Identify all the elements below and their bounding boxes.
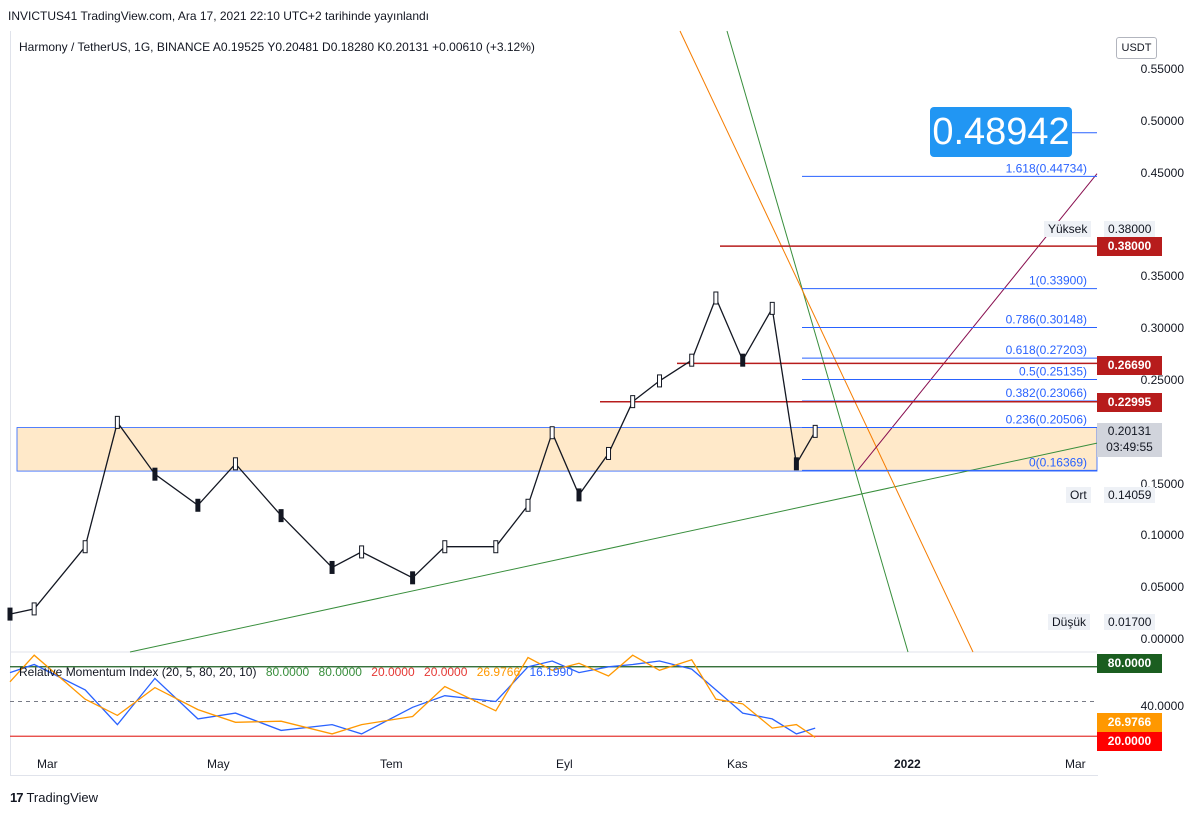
candle (713, 291, 719, 305)
candle (359, 545, 365, 559)
tv-logo-icon: 17 (10, 790, 24, 805)
candle (114, 415, 120, 429)
candle (793, 457, 799, 471)
candle (525, 498, 531, 512)
rmi-v6: 16.1990 (529, 665, 573, 679)
low-value: 0.01700 (1104, 614, 1156, 630)
rmi-80-label: 80.0000 (1097, 654, 1162, 673)
high-label: Yüksek (1044, 221, 1092, 237)
fib-level-label: 0.236(0.20506) (1006, 412, 1087, 426)
rmi-v5: 26.9766 (476, 665, 521, 679)
candle (576, 488, 582, 502)
fib-level-label: 0.382(0.23066) (1006, 386, 1087, 400)
candle (549, 426, 555, 440)
rmi-line (9, 660, 816, 735)
time-tick: Kas (727, 757, 748, 771)
candle (410, 571, 416, 585)
candle (769, 301, 775, 315)
rmi-v3: 20.0000 (371, 665, 415, 679)
descending-trendline-green (726, 30, 909, 653)
price-tick: 0.45000 (1140, 165, 1184, 180)
candle (689, 353, 695, 367)
time-tick: 2022 (894, 757, 921, 771)
descending-trendline-orange (679, 30, 974, 653)
fib-level-label: 1(0.33900) (1029, 274, 1087, 288)
fib-level-label: 0.5(0.25135) (1019, 365, 1087, 379)
resistance-2299-label: 0.22995 (1097, 393, 1162, 412)
rmi-20-label: 20.0000 (1097, 732, 1162, 751)
candle (152, 467, 158, 481)
candle (657, 374, 663, 388)
current-price: 0.20131 (1107, 424, 1152, 438)
price-tick: 0.05000 (1140, 580, 1184, 595)
ascending-trendline (129, 442, 1098, 653)
time-tick: Tem (380, 757, 403, 771)
tradingview-brand[interactable]: 17 TradingView (10, 790, 99, 805)
time-tick: Mar (37, 757, 58, 771)
fib-level-label: 0.786(0.30148) (1006, 313, 1087, 327)
currency-button[interactable]: USDT (1116, 37, 1157, 59)
rmi-name: Relative Momentum Index (20, 5, 80, 20, … (19, 665, 257, 679)
time-tick: Eyl (556, 757, 573, 771)
candle (195, 498, 201, 512)
rmi-v4: 20.0000 (424, 665, 468, 679)
countdown: 03:49:55 (1106, 440, 1153, 454)
current-price-box: 0.20131 03:49:55 (1097, 423, 1162, 457)
candle (278, 509, 284, 523)
avg-label: Ort (1066, 487, 1091, 503)
avg-value: 0.14059 (1104, 487, 1156, 503)
candle (630, 395, 636, 409)
candle (740, 353, 746, 367)
target-price-label: 0.48942 (930, 107, 1072, 157)
resistance-2669-label: 0.26690 (1097, 356, 1162, 375)
high-line-label: 0.38000 (1097, 237, 1162, 256)
price-tick: 0.50000 (1140, 113, 1184, 128)
fib-level-label: 0(0.16369) (1029, 455, 1087, 469)
price-tick: 0.10000 (1140, 528, 1184, 543)
price-tick: 0.30000 (1140, 321, 1184, 336)
candle (7, 607, 13, 621)
rmi-40-tick: 40.0000 (1140, 699, 1184, 713)
rmi-fast-line (9, 654, 816, 738)
symbol-legend: Harmony / TetherUS, 1G, BINANCE A0.19525… (19, 40, 535, 54)
time-tick: May (207, 757, 230, 771)
candle (329, 560, 335, 574)
price-tick: 0.25000 (1140, 372, 1184, 387)
candle (31, 602, 37, 616)
fib-level-label: 0.618(0.27203) (1006, 343, 1087, 357)
price-tick: 0.00000 (1140, 632, 1184, 646)
candle (82, 540, 88, 554)
price-tick: 0.55000 (1140, 62, 1184, 76)
price-tick: 0.35000 (1140, 269, 1184, 284)
low-label: Düşük (1048, 614, 1091, 630)
candle (606, 446, 612, 460)
rmi-v2: 80.0000 (318, 665, 362, 679)
candle (232, 457, 238, 471)
rmi-v1: 80.0000 (265, 665, 310, 679)
high-value: 0.38000 (1104, 221, 1156, 237)
fib-level-label: 1.618(0.44734) (1006, 161, 1087, 175)
support-zone (16, 427, 1098, 472)
rmi-value-label: 26.9766 (1097, 713, 1162, 732)
rmi-legend: Relative Momentum Index (20, 5, 80, 20, … (19, 665, 579, 679)
chart-frame[interactable] (10, 31, 1098, 776)
time-tick: Mar (1065, 757, 1086, 771)
candle (812, 424, 818, 438)
candle (442, 540, 448, 554)
published-header: INVICTUS41 TradingView.com, Ara 17, 2021… (8, 9, 430, 23)
candle (493, 540, 499, 554)
